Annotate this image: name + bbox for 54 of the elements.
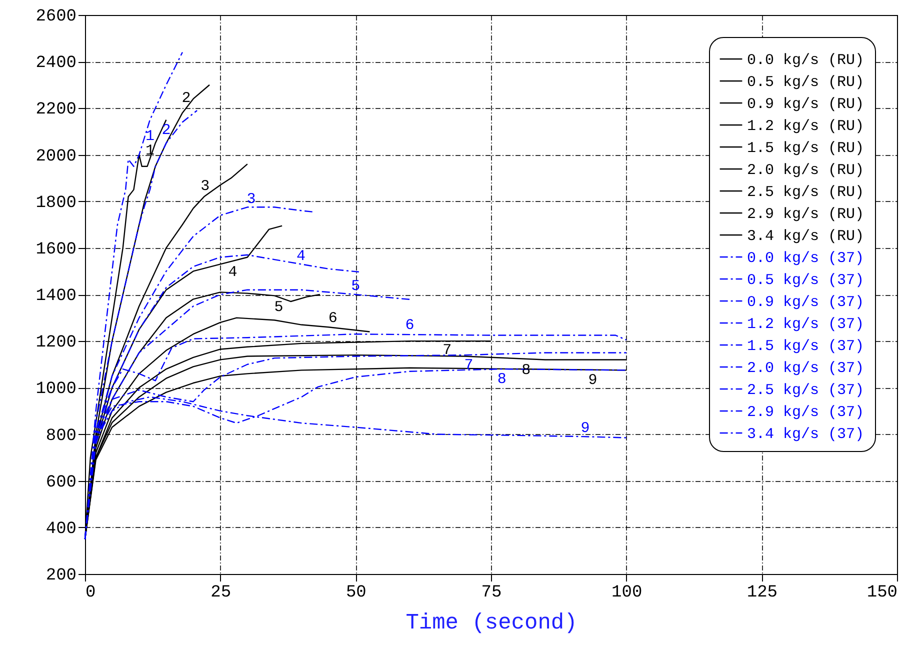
legend-label: 0.0 kg/s (RU) [747,52,864,69]
y-tick-label: 1600 [36,240,76,260]
annotation: 6 [405,317,414,334]
y-tick-label: 600 [46,473,76,492]
legend-label: 2.0 kg/s (37) [747,360,864,377]
x-tick-label: 75 [481,584,502,602]
x-tick-label: 100 [612,584,642,602]
legend-label: 3.4 kg/s (37) [747,426,864,443]
legend-label: 2.5 kg/s (37) [747,382,864,399]
legend-label: 2.9 kg/s (RU) [747,206,864,223]
legend-label: 0.9 kg/s (37) [747,294,864,311]
x-tick-label: 0 [86,584,96,602]
annotation: 5 [274,299,284,316]
annotation: 2 [162,122,171,139]
y-tick-label: 800 [46,426,76,446]
y-tick-label: 2000 [36,147,76,166]
annotation: 8 [497,371,506,388]
legend-label: 1.2 kg/s (37) [747,316,864,333]
annotation: 6 [328,310,338,328]
annotation: 1 [145,128,154,145]
legend-label: 2.5 kg/s (RU) [747,184,864,201]
legend-label: 0.5 kg/s (37) [747,272,864,289]
y-tick-label: 1800 [36,194,76,213]
x-tick-label: 125 [746,584,778,602]
annotation: 9 [588,372,598,389]
x-tick-label: 50 [346,584,366,602]
y-tick-label: 1000 [36,380,76,400]
legend-label: 1.5 kg/s (RU) [747,140,864,157]
y-tick-label: 2200 [36,100,76,120]
annotation: 4 [296,248,306,265]
x-tick-label: 25 [210,584,232,602]
legend-label: 3.4 kg/s (RU) [747,228,864,245]
legend-label: 1.2 kg/s (RU) [747,118,864,135]
y-tick-label: 1200 [36,334,76,353]
annotation: 4 [228,264,238,281]
x-axis-title: Time (second) [406,610,578,636]
legend-label: 2.9 kg/s (37) [747,404,864,421]
annotation: 7 [442,342,452,359]
x-tick-label: 150 [866,584,898,602]
y-tick-label: 2400 [36,54,76,74]
annotation: 3 [246,191,256,208]
annotation: 3 [200,178,210,196]
y-tick-label: 400 [46,520,76,539]
y-tick-label: 2600 [36,8,76,26]
annotation: 9 [580,420,590,438]
legend-label: 0.0 kg/s (37) [747,250,864,267]
annotation: 5 [351,278,360,295]
legend-label: 0.9 kg/s (RU) [747,96,864,113]
legend-label: 2.0 kg/s (RU) [747,162,864,179]
legend-label: 1.5 kg/s (37) [747,338,864,355]
y-tick-label: 1400 [36,287,76,306]
y-tick-label: 200 [46,566,76,586]
legend-label: 0.5 kg/s (RU) [747,74,864,91]
annotation: 2 [182,90,191,107]
